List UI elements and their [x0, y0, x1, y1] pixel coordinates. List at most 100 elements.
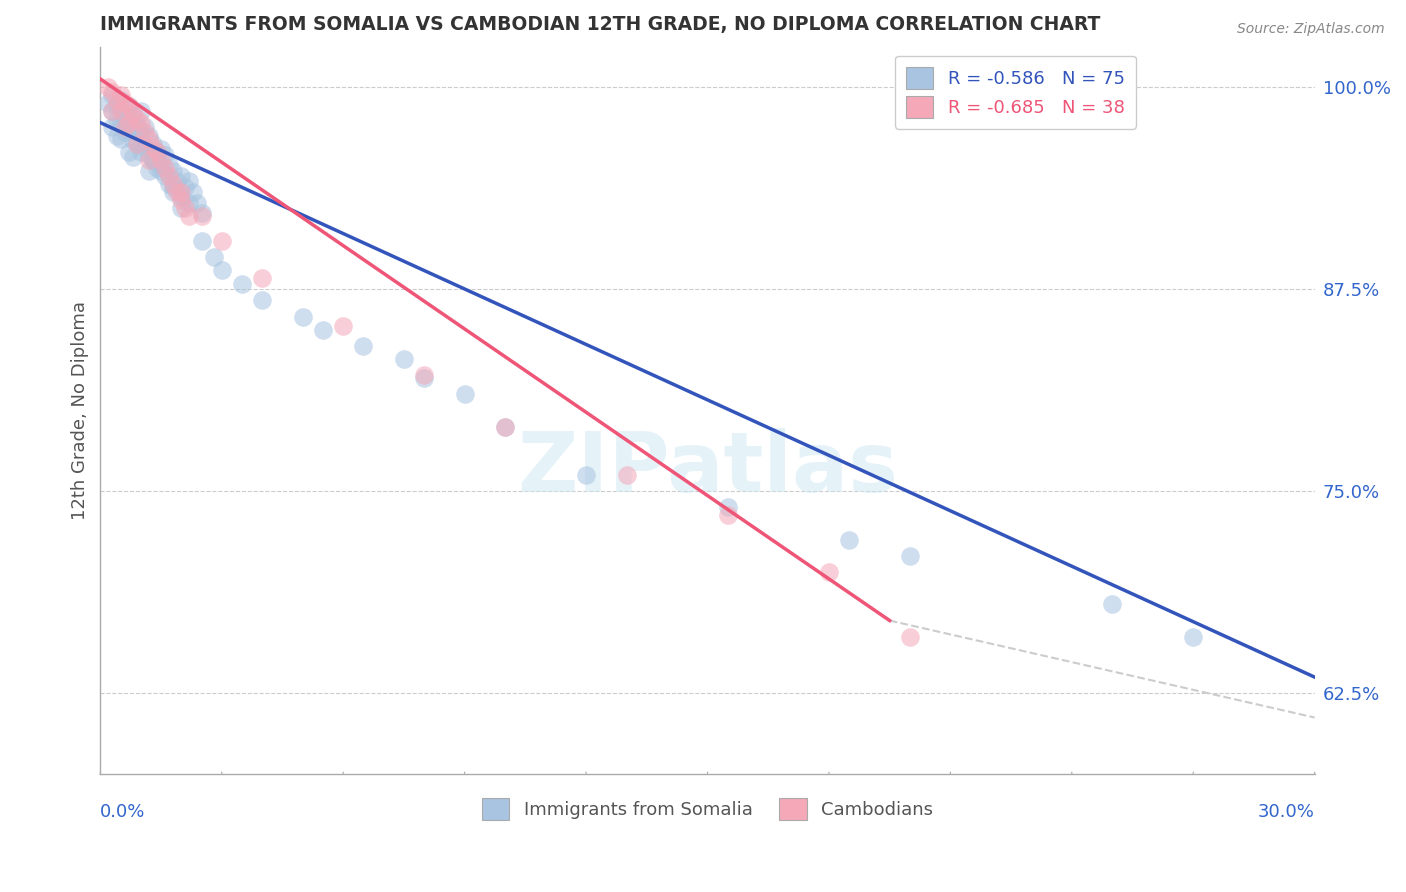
Point	[392, 351, 415, 366]
Point	[97, 96, 120, 111]
Text: 30.0%: 30.0%	[1258, 803, 1315, 822]
Point	[717, 508, 740, 523]
Point	[110, 93, 132, 107]
Point	[129, 125, 152, 139]
Point	[150, 141, 173, 155]
Point	[179, 210, 201, 224]
Point	[121, 133, 143, 147]
Point	[170, 169, 193, 183]
Point	[129, 136, 152, 151]
Point	[898, 549, 921, 563]
Point	[129, 115, 152, 129]
Point	[138, 128, 160, 143]
Point	[231, 277, 253, 292]
Point	[150, 164, 173, 178]
Point	[353, 339, 375, 353]
Point	[174, 180, 197, 194]
Point	[114, 112, 136, 127]
Point	[105, 112, 128, 127]
Point	[252, 293, 274, 308]
Point	[121, 124, 143, 138]
Point	[838, 533, 860, 547]
Point	[157, 158, 180, 172]
Point	[190, 210, 212, 224]
Point	[291, 310, 314, 324]
Point	[114, 120, 136, 135]
Point	[413, 368, 436, 382]
Point	[110, 115, 132, 129]
Point	[101, 120, 124, 135]
Point	[138, 164, 160, 178]
Point	[332, 319, 354, 334]
Point	[118, 115, 141, 129]
Point	[150, 158, 173, 172]
Y-axis label: 12th Grade, No Diploma: 12th Grade, No Diploma	[72, 301, 89, 520]
Point	[118, 99, 141, 113]
Point	[121, 109, 143, 123]
Point	[162, 164, 184, 178]
Point	[105, 99, 128, 113]
Point	[162, 185, 184, 199]
Point	[183, 185, 205, 199]
Text: Source: ZipAtlas.com: Source: ZipAtlas.com	[1237, 22, 1385, 37]
Point	[170, 202, 193, 216]
Legend: Immigrants from Somalia, Cambodians: Immigrants from Somalia, Cambodians	[475, 790, 941, 827]
Point	[142, 153, 165, 167]
Point	[312, 322, 335, 336]
Point	[125, 112, 148, 127]
Point	[898, 630, 921, 644]
Point	[616, 468, 638, 483]
Point	[101, 88, 124, 103]
Point	[142, 153, 165, 167]
Point	[717, 500, 740, 515]
Point	[157, 177, 180, 191]
Point	[101, 104, 124, 119]
Point	[494, 419, 516, 434]
Point	[125, 136, 148, 151]
Point	[118, 122, 141, 136]
Point	[134, 140, 156, 154]
Point	[202, 250, 225, 264]
Point	[166, 174, 188, 188]
Point	[146, 145, 169, 159]
Point	[114, 107, 136, 121]
Point	[129, 145, 152, 159]
Point	[134, 125, 156, 139]
Point	[125, 119, 148, 133]
Point	[146, 145, 169, 159]
Text: IMMIGRANTS FROM SOMALIA VS CAMBODIAN 12TH GRADE, NO DIPLOMA CORRELATION CHART: IMMIGRANTS FROM SOMALIA VS CAMBODIAN 12T…	[100, 15, 1101, 34]
Point	[142, 136, 165, 151]
Point	[166, 185, 188, 199]
Point	[1101, 598, 1123, 612]
Text: ZIPatlas: ZIPatlas	[517, 428, 898, 509]
Point	[114, 96, 136, 111]
Point	[153, 148, 176, 162]
Point	[150, 153, 173, 167]
Point	[174, 202, 197, 216]
Point	[146, 161, 169, 175]
Point	[1182, 630, 1205, 644]
Point	[162, 177, 184, 191]
Point	[97, 80, 120, 95]
Point	[575, 468, 598, 483]
Point	[170, 190, 193, 204]
Point	[118, 99, 141, 113]
Point	[110, 88, 132, 103]
Point	[110, 104, 132, 119]
Point	[105, 93, 128, 107]
Point	[110, 132, 132, 146]
Point	[129, 104, 152, 119]
Point	[114, 125, 136, 139]
Point	[186, 196, 208, 211]
Point	[413, 371, 436, 385]
Point	[105, 128, 128, 143]
Point	[142, 140, 165, 154]
Point	[179, 196, 201, 211]
Point	[138, 153, 160, 167]
Point	[153, 161, 176, 175]
Point	[494, 419, 516, 434]
Point	[211, 234, 233, 248]
Point	[190, 206, 212, 220]
Point	[170, 193, 193, 207]
Point	[101, 85, 124, 99]
